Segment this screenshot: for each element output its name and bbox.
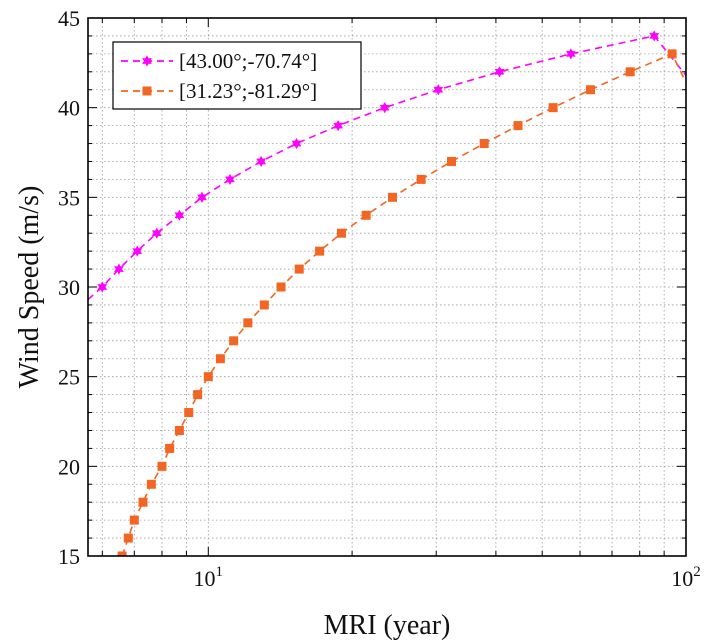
data-point xyxy=(649,30,660,42)
y-tick-label: 35 xyxy=(58,185,80,210)
series-1 xyxy=(88,30,686,301)
x-tick-base: 10 xyxy=(671,566,693,591)
data-point xyxy=(174,209,185,222)
data-point xyxy=(276,282,286,292)
y-tick-label: 30 xyxy=(58,275,80,300)
data-point xyxy=(625,67,635,77)
x-tick-exponent: 1 xyxy=(216,564,224,580)
legend-label: [31.23°;-81.29°] xyxy=(179,79,317,103)
data-point xyxy=(165,443,175,453)
data-point xyxy=(585,85,595,95)
data-point xyxy=(336,228,346,238)
series-layer xyxy=(88,30,686,556)
x-tick-labels: 101 102 xyxy=(194,564,701,591)
y-tick-label: 15 xyxy=(58,544,80,569)
y-tick-label: 40 xyxy=(58,96,80,121)
data-point xyxy=(224,173,235,186)
data-point xyxy=(513,121,523,131)
data-point xyxy=(151,227,162,239)
legend-label: [43.00°;-70.74°] xyxy=(179,49,317,73)
legend-marker xyxy=(142,55,152,67)
y-tick-label: 25 xyxy=(58,365,80,390)
x-tick-base: 10 xyxy=(194,566,216,591)
y-axis-title: Wind Speed (m/s) xyxy=(14,186,45,389)
series-line xyxy=(121,52,686,556)
data-point xyxy=(138,497,148,507)
data-point xyxy=(548,103,558,113)
legend: [43.00°;-70.74°] [31.23°;-81.29°] xyxy=(112,41,362,110)
data-point xyxy=(667,49,677,59)
data-point xyxy=(123,533,133,543)
data-point xyxy=(291,137,302,150)
data-point xyxy=(433,83,444,96)
data-point xyxy=(97,281,108,293)
data-point xyxy=(146,479,156,489)
y-tick-label: 20 xyxy=(58,454,80,479)
data-point xyxy=(215,354,225,364)
x-tick-label: 102 xyxy=(671,564,701,591)
data-point xyxy=(256,155,267,168)
data-point xyxy=(565,48,576,60)
data-point xyxy=(203,372,213,382)
x-axis-title: MRI (year) xyxy=(324,610,451,641)
y-tick-labels: 15 20 25 30 35 40 45 xyxy=(58,6,80,569)
data-point xyxy=(229,336,239,346)
data-point xyxy=(117,551,127,556)
data-point xyxy=(416,174,426,184)
data-point xyxy=(132,245,143,257)
data-point xyxy=(361,210,371,220)
data-point xyxy=(243,318,253,328)
data-point xyxy=(174,425,184,435)
data-point xyxy=(494,66,505,78)
series-2 xyxy=(117,49,686,556)
data-point xyxy=(479,139,489,149)
legend-item: [31.23°;-81.29°] xyxy=(121,79,317,103)
data-point xyxy=(294,264,304,274)
legend-marker xyxy=(142,86,152,96)
data-point xyxy=(259,300,269,310)
data-point xyxy=(315,246,325,256)
data-point xyxy=(157,461,167,471)
grid-lines xyxy=(88,18,686,556)
tick-marks xyxy=(88,18,686,556)
legend-box xyxy=(112,41,362,110)
data-point xyxy=(113,263,124,275)
legend-item: [43.00°;-70.74°] xyxy=(121,49,317,73)
legend-marker-shape xyxy=(142,86,152,96)
x-tick-label: 101 xyxy=(194,564,224,591)
data-point xyxy=(197,191,207,204)
legend-marker-shape xyxy=(142,55,152,67)
data-point xyxy=(387,192,397,202)
y-tick-label: 45 xyxy=(58,6,80,31)
x-tick-exponent: 2 xyxy=(693,564,701,580)
data-point xyxy=(379,101,390,114)
data-point xyxy=(333,119,344,132)
data-point xyxy=(193,390,203,400)
data-point xyxy=(184,408,194,418)
data-point xyxy=(447,156,457,166)
data-point xyxy=(129,515,139,525)
